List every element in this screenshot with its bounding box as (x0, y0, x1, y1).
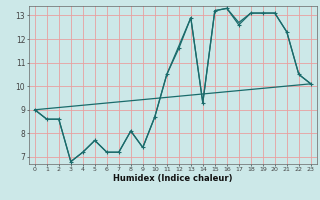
X-axis label: Humidex (Indice chaleur): Humidex (Indice chaleur) (113, 174, 233, 183)
